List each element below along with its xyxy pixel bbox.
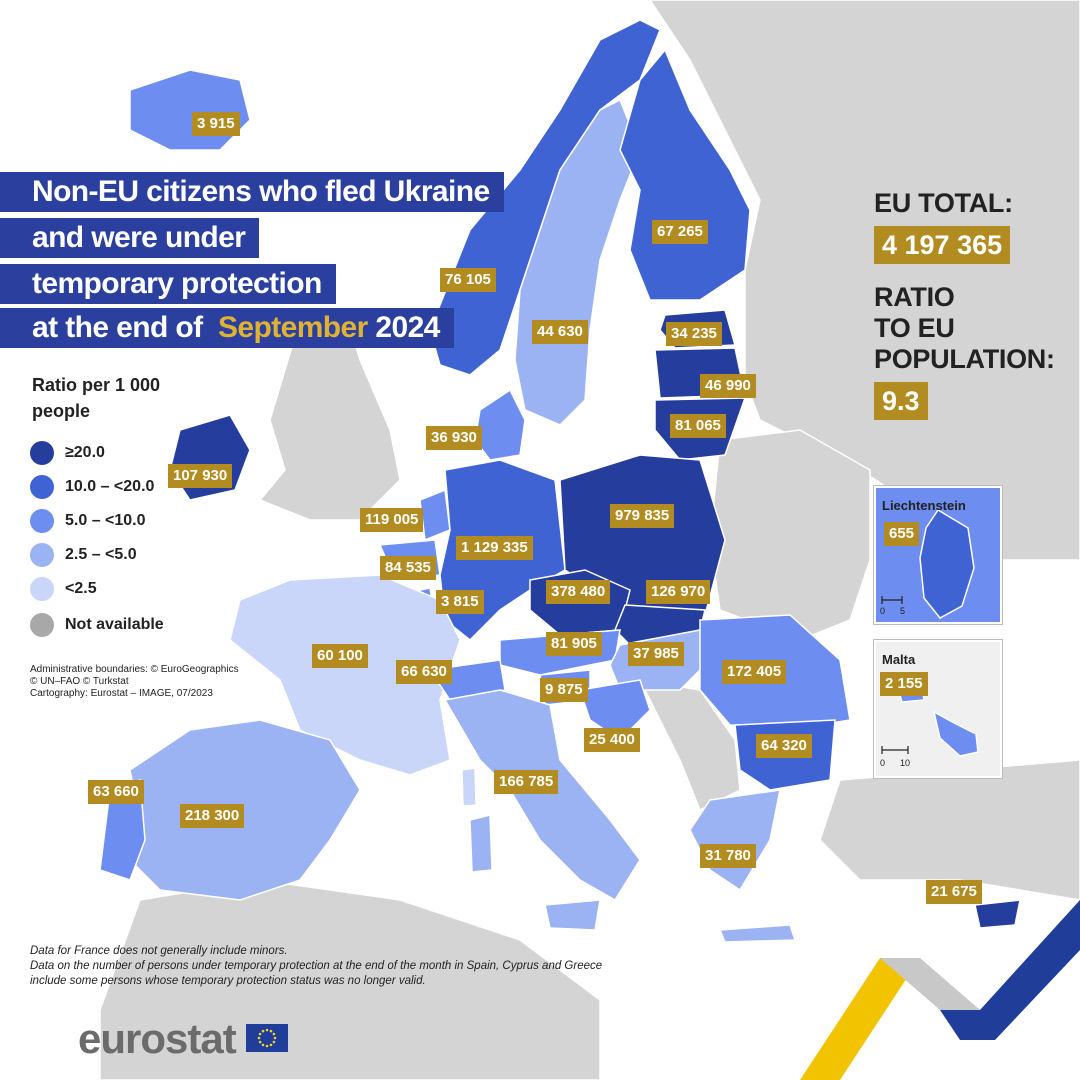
value-label-norway: 76 105 bbox=[440, 268, 496, 292]
value-label-bulgaria: 64 320 bbox=[756, 734, 812, 758]
scale-min: 0 bbox=[880, 758, 886, 768]
title-month: September bbox=[218, 311, 368, 344]
scale-max: 10 bbox=[900, 758, 911, 768]
value-label-latvia: 46 990 bbox=[700, 374, 756, 398]
sardinia-shape bbox=[469, 814, 493, 873]
sicily-shape bbox=[544, 899, 601, 931]
inset-malta: Malta 2 155 0 10 bbox=[874, 640, 1002, 778]
value-label-liechtenstein: 655 bbox=[884, 522, 920, 546]
legend-title: Ratio per 1 000 people bbox=[32, 375, 161, 421]
legend-item: Not available bbox=[30, 612, 164, 638]
value-label-slovenia: 9 875 bbox=[540, 678, 588, 702]
ratio-value: 9.3 bbox=[874, 382, 928, 420]
legend-swatch bbox=[30, 577, 54, 601]
eu-total-value: 4 197 365 bbox=[874, 226, 1011, 264]
scale-min: 0 bbox=[880, 606, 886, 616]
value-label-sweden: 44 630 bbox=[532, 320, 588, 344]
russia-area bbox=[649, 0, 1080, 561]
corsica-shape bbox=[461, 767, 477, 807]
inset-liechtenstein: Liechtenstein 655 0 5 bbox=[874, 486, 1002, 624]
brand-ribbon-graphic bbox=[800, 900, 1080, 1080]
value-label-ireland: 107 930 bbox=[168, 464, 233, 488]
title-line-1: Non-EU citizens who fled Ukraine bbox=[0, 172, 504, 212]
legend-swatch bbox=[30, 475, 54, 499]
legend-item: ≥20.0 bbox=[30, 440, 105, 466]
legend-swatch bbox=[30, 441, 54, 465]
value-label-czechia: 378 480 bbox=[546, 580, 611, 604]
cyprus-shape bbox=[974, 899, 1021, 929]
value-label-luxembourg: 3 815 bbox=[436, 590, 484, 614]
crete-shape bbox=[718, 924, 797, 943]
legend-item: <2.5 bbox=[30, 576, 97, 602]
belarus-ukraine-area bbox=[709, 429, 871, 641]
value-label-italy: 166 785 bbox=[494, 770, 559, 794]
value-label-austria: 81 905 bbox=[546, 632, 602, 656]
north-africa-area bbox=[99, 879, 601, 1080]
value-label-greece: 31 780 bbox=[700, 844, 756, 868]
value-label-cyprus: 21 675 bbox=[926, 880, 982, 904]
spain-shape bbox=[129, 719, 361, 901]
legend-swatch bbox=[30, 509, 54, 533]
value-label-slovakia: 126 970 bbox=[646, 580, 711, 604]
value-label-hungary: 37 985 bbox=[628, 642, 684, 666]
value-label-estonia: 34 235 bbox=[666, 322, 722, 346]
value-label-lithuania: 81 065 bbox=[670, 414, 726, 438]
value-label-malta: 2 155 bbox=[880, 672, 928, 696]
legend-item: 5.0 – <10.0 bbox=[30, 508, 146, 534]
value-label-romania: 172 405 bbox=[722, 660, 787, 684]
value-label-netherlands: 119 005 bbox=[360, 508, 424, 532]
ratio-label-2: TO EU bbox=[874, 313, 955, 343]
legend-item: 2.5 – <5.0 bbox=[30, 542, 137, 568]
value-label-portugal: 63 660 bbox=[88, 780, 144, 804]
value-label-france: 60 100 bbox=[312, 644, 368, 668]
eu-total-label: EU TOTAL: bbox=[874, 188, 1013, 218]
legend-item: 10.0 – <20.0 bbox=[30, 474, 154, 500]
turkey-area bbox=[819, 759, 1080, 901]
map-credits: Administrative boundaries: © EuroGeograp… bbox=[30, 664, 239, 699]
footnotes: Data for France does not generally inclu… bbox=[30, 945, 603, 987]
eurostat-logo: eurostat bbox=[78, 1015, 237, 1062]
scale-max: 5 bbox=[900, 606, 906, 616]
netherlands-shape bbox=[419, 488, 451, 542]
value-label-spain: 218 300 bbox=[180, 804, 245, 828]
inset-name: Malta bbox=[882, 652, 916, 667]
title-line-4: at the end of September 2024 bbox=[0, 308, 454, 348]
value-label-croatia: 25 400 bbox=[584, 728, 640, 752]
title-line-3: temporary protection bbox=[0, 264, 336, 304]
legend-swatch bbox=[30, 543, 54, 567]
value-label-germany: 1 129 335 bbox=[456, 536, 533, 560]
iceland-shape bbox=[129, 69, 251, 151]
value-label-finland: 67 265 bbox=[652, 220, 708, 244]
value-label-iceland: 3 915 bbox=[192, 112, 240, 136]
ratio-label-1: RATIO bbox=[874, 282, 955, 312]
value-label-poland: 979 835 bbox=[610, 504, 675, 528]
value-label-switzerland: 66 630 bbox=[396, 660, 452, 684]
title-year: 2024 bbox=[375, 311, 440, 344]
ratio-label-3: POPULATION: bbox=[874, 344, 1055, 374]
title-line-2: and were under bbox=[0, 218, 260, 258]
legend-swatch bbox=[30, 613, 54, 637]
value-label-denmark: 36 930 bbox=[426, 426, 482, 450]
value-label-belgium: 84 535 bbox=[380, 556, 436, 580]
croatia-shape bbox=[579, 679, 651, 741]
denmark-shape bbox=[474, 388, 526, 461]
inset-name: Liechtenstein bbox=[882, 498, 966, 513]
liechtenstein-shape bbox=[881, 508, 975, 619]
eu-flag-icon bbox=[246, 1024, 288, 1052]
